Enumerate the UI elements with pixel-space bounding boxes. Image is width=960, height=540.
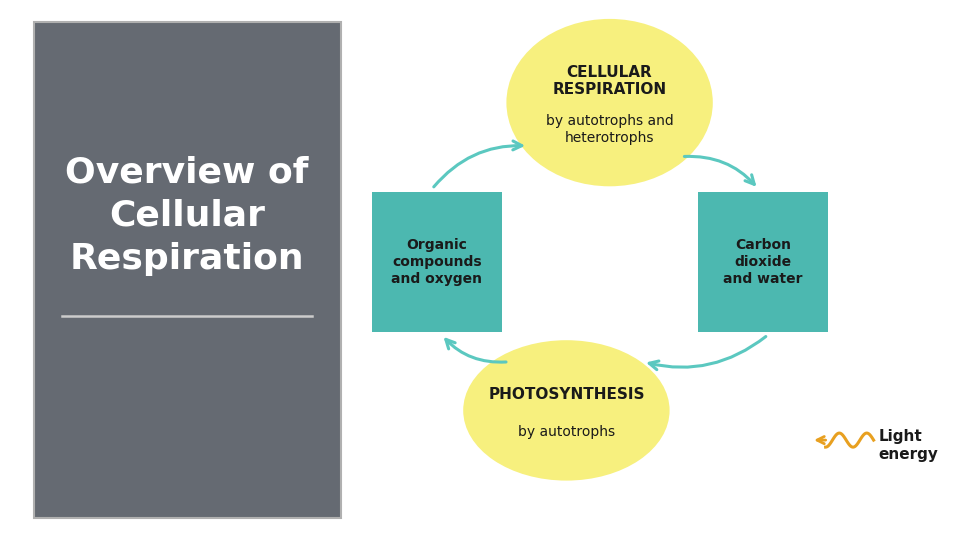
Ellipse shape xyxy=(507,19,712,186)
FancyBboxPatch shape xyxy=(699,192,828,332)
Text: by autotrophs: by autotrophs xyxy=(517,425,615,439)
Text: PHOTOSYNTHESIS: PHOTOSYNTHESIS xyxy=(488,387,645,402)
Text: CELLULAR
RESPIRATION: CELLULAR RESPIRATION xyxy=(553,65,666,97)
Text: Light
energy: Light energy xyxy=(878,429,938,462)
Text: Carbon
dioxide
and water: Carbon dioxide and water xyxy=(724,238,803,286)
Text: Organic
compounds
and oxygen: Organic compounds and oxygen xyxy=(392,238,482,286)
Text: by autotrophs and
heterotrophs: by autotrophs and heterotrophs xyxy=(545,114,674,145)
FancyBboxPatch shape xyxy=(372,192,501,332)
Ellipse shape xyxy=(463,340,670,481)
Text: Overview of
Cellular
Respiration: Overview of Cellular Respiration xyxy=(65,156,309,276)
FancyBboxPatch shape xyxy=(34,22,341,518)
